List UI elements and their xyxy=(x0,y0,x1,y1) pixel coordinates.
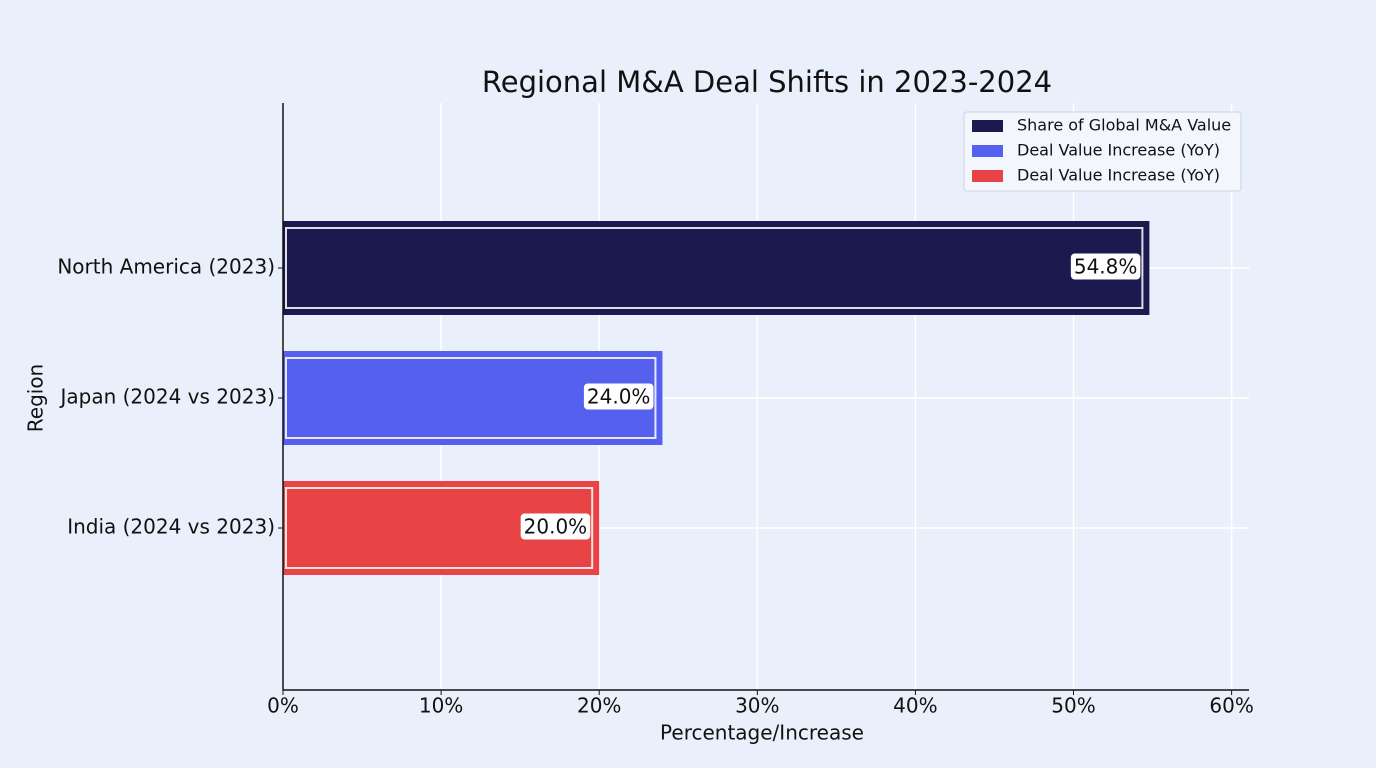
x-tick-label: 40% xyxy=(893,694,937,718)
value-label-text: 24.0% xyxy=(587,385,651,409)
bar-highlight xyxy=(285,357,657,439)
x-tick-label: 20% xyxy=(577,694,621,718)
x-tick-label: 50% xyxy=(1051,694,1095,718)
bar-highlight xyxy=(285,487,594,569)
legend-swatch xyxy=(972,170,1003,182)
y-tick-label: North America (2023) xyxy=(57,255,275,279)
legend-frame xyxy=(963,111,1242,192)
value-label-text: 20.0% xyxy=(524,515,588,539)
value-label-text: 54.8% xyxy=(1074,255,1138,279)
legend: Share of Global M&A Value Deal Value Incr… xyxy=(963,111,1242,192)
value-label: 20.0% xyxy=(520,513,591,540)
legend-swatch xyxy=(972,120,1003,132)
value-label: 54.8% xyxy=(1070,253,1141,280)
x-tick-label: 10% xyxy=(419,694,463,718)
x-tick-label: 60% xyxy=(1209,694,1253,718)
value-label-box xyxy=(1070,253,1141,280)
legend-swatch xyxy=(972,145,1003,157)
y-axis-label: Region xyxy=(24,364,48,432)
bar-highlight xyxy=(285,227,1144,309)
y-tick-label: Japan (2024 vs 2023) xyxy=(58,385,275,409)
bar xyxy=(283,221,1150,315)
value-label-box xyxy=(520,513,591,540)
x-tick-label: 30% xyxy=(735,694,779,718)
legend-label: Deal Value Increase (YoY) xyxy=(1017,166,1220,185)
chart-title: Regional M&A Deal Shifts in 2023-2024 xyxy=(482,65,1052,99)
legend-label: Share of Global M&A Value xyxy=(1017,116,1231,135)
x-tick-label: 0% xyxy=(267,694,299,718)
value-label: 24.0% xyxy=(583,383,654,410)
value-label-box xyxy=(583,383,654,410)
x-axis-label: Percentage/Increase xyxy=(660,721,864,745)
y-tick-label: India (2024 vs 2023) xyxy=(67,515,275,539)
legend-label: Deal Value Increase (YoY) xyxy=(1017,141,1220,160)
